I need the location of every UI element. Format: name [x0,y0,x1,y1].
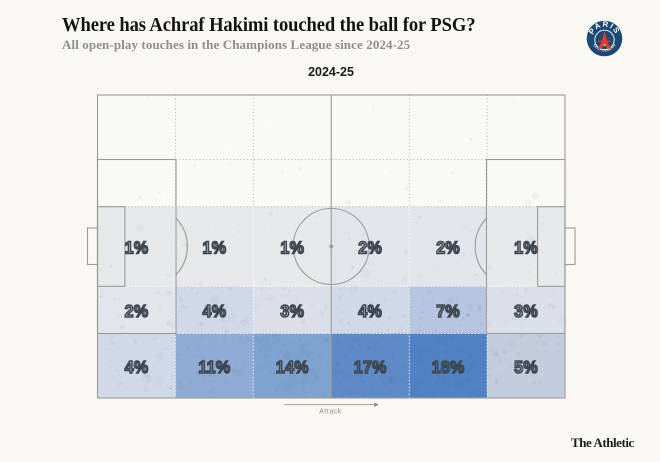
svg-text:PARIS: PARIS [586,20,621,36]
svg-text:2%: 2% [125,301,149,321]
svg-text:4%: 4% [358,301,382,321]
svg-text:3%: 3% [514,301,538,321]
svg-text:5%: 5% [514,357,538,377]
svg-text:17%: 17% [354,357,387,377]
svg-text:1%: 1% [280,238,304,258]
svg-text:1%: 1% [125,238,149,258]
svg-text:2%: 2% [436,238,460,258]
svg-text:11%: 11% [198,357,230,377]
svg-text:4%: 4% [202,301,226,321]
svg-text:3%: 3% [280,301,304,321]
svg-text:Attack: Attack [319,409,341,416]
svg-text:7%: 7% [436,301,460,321]
svg-text:14%: 14% [276,357,309,377]
svg-text:1%: 1% [514,238,538,258]
svg-text:4%: 4% [125,357,149,377]
svg-text:2%: 2% [358,238,382,258]
svg-text:18%: 18% [432,357,465,377]
svg-text:1%: 1% [202,238,226,258]
